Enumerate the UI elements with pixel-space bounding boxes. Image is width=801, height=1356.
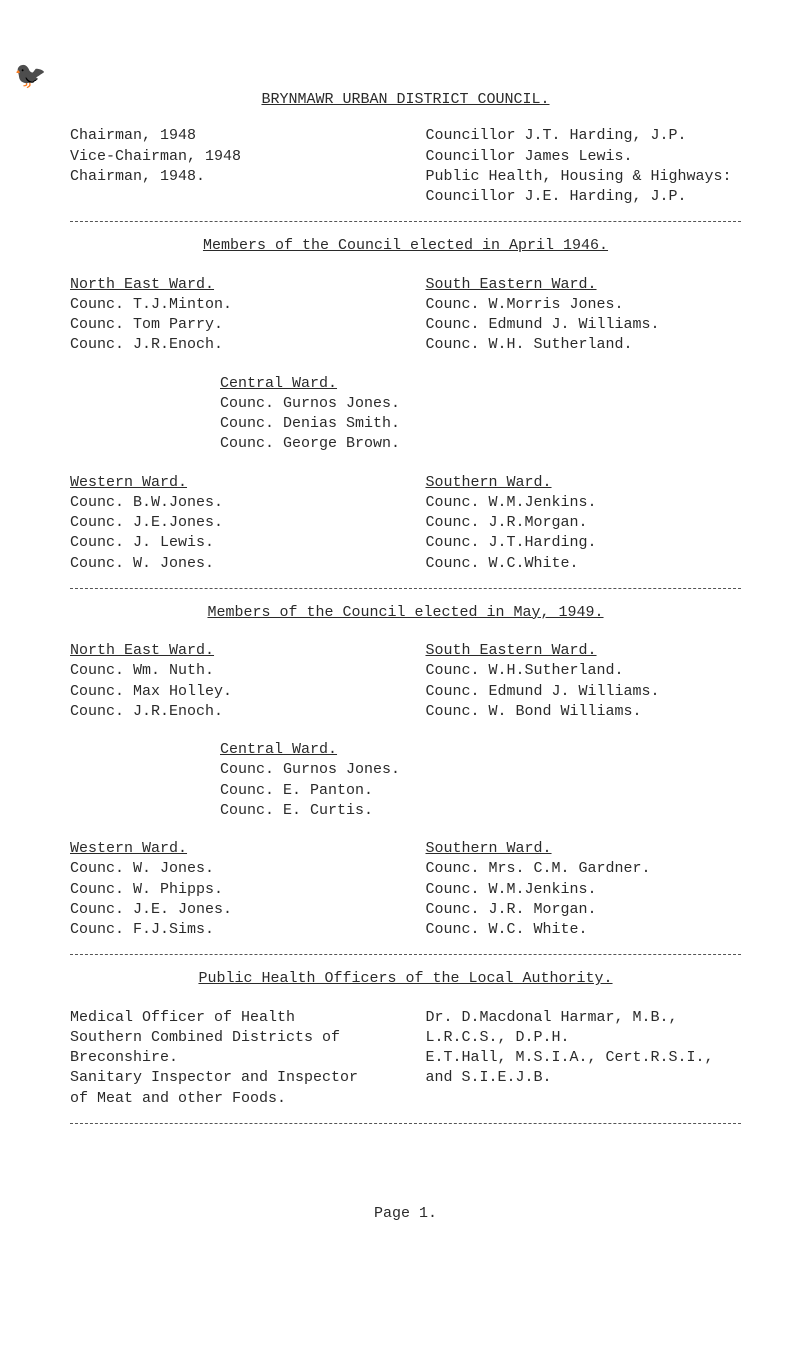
ward-item: Counc. W.Morris Jones. — [426, 295, 742, 315]
divider — [70, 954, 741, 955]
ward-item: Counc. W. Phipps. — [70, 880, 386, 900]
ward-item: Counc. Mrs. C.M. Gardner. — [426, 859, 742, 879]
southern-ward-1946: Southern Ward. Counc. W.M.Jenkins. Counc… — [426, 473, 742, 574]
north-east-ward: North East Ward. Counc. T.J.Minton. Coun… — [70, 275, 386, 356]
officer-line: Dr. D.Macdonal Harmar, M.B., — [426, 1008, 742, 1028]
ward-item: Counc. J.R.Morgan. — [426, 513, 742, 533]
ward-item: Counc. W.C.White. — [426, 554, 742, 574]
ward-item: Counc. J.R.Enoch. — [70, 335, 386, 355]
divider — [70, 221, 741, 222]
ward-item: Counc. W.H. Sutherland. — [426, 335, 742, 355]
officer-line: Medical Officer of Health — [70, 1008, 386, 1028]
heading-text: Members of the Council elected in April … — [203, 237, 608, 254]
chair-line: Councillor J.E. Harding, J.P. — [426, 187, 742, 207]
ward-heading: Southern Ward. — [426, 839, 742, 859]
south-eastern-ward: South Eastern Ward. Counc. W.Morris Jone… — [426, 275, 742, 356]
chair-line: Vice-Chairman, 1948 — [70, 147, 386, 167]
officer-line: L.R.C.S., D.P.H. — [426, 1028, 742, 1048]
ward-item: Counc. W.C. White. — [426, 920, 742, 940]
ward-heading: North East Ward. — [70, 275, 386, 295]
ward-item: Counc. T.J.Minton. — [70, 295, 386, 315]
heading-text: Members of the Council elected in May, 1… — [207, 604, 603, 621]
page-title: BRYNMAWR URBAN DISTRICT COUNCIL. — [70, 90, 741, 110]
officers-heading: Public Health Officers of the Local Auth… — [70, 969, 741, 989]
ward-item: Counc. Tom Parry. — [70, 315, 386, 335]
chair-line: Chairman, 1948. — [70, 167, 386, 187]
chairman-right: Councillor J.T. Harding, J.P. Councillor… — [426, 126, 742, 207]
ward-item: Counc. Gurnos Jones. — [220, 760, 741, 780]
ward-item: Counc. W.H.Sutherland. — [426, 661, 742, 681]
officer-line: E.T.Hall, M.S.I.A., Cert.R.S.I., — [426, 1048, 742, 1068]
heading-text: Public Health Officers of the Local Auth… — [198, 970, 612, 987]
chairman-block: Chairman, 1948 Vice-Chairman, 1948 Chair… — [70, 126, 741, 207]
ward-item: Counc. J.R. Morgan. — [426, 900, 742, 920]
ward-item: Counc. Denias Smith. — [220, 414, 741, 434]
ward-heading: South Eastern Ward. — [426, 275, 742, 295]
ward-item: Counc. J. Lewis. — [70, 533, 386, 553]
ward-item: Counc. Gurnos Jones. — [220, 394, 741, 414]
chair-line: Councillor James Lewis. — [426, 147, 742, 167]
title-text: BRYNMAWR URBAN DISTRICT COUNCIL. — [261, 91, 549, 108]
ward-item: Counc. B.W.Jones. — [70, 493, 386, 513]
western-ward-1949: Western Ward. Counc. W. Jones. Counc. W.… — [70, 839, 386, 940]
ward-heading: Central Ward. — [220, 740, 741, 760]
wards-row-2: Western Ward. Counc. B.W.Jones. Counc. J… — [70, 473, 741, 574]
officer-line: Southern Combined Districts of — [70, 1028, 386, 1048]
ward-item: Counc. W. Jones. — [70, 554, 386, 574]
chair-line: Chairman, 1948 — [70, 126, 386, 146]
ward-heading: South Eastern Ward. — [426, 641, 742, 661]
chair-line: Councillor J.T. Harding, J.P. — [426, 126, 742, 146]
ward-item: Counc. E. Curtis. — [220, 801, 741, 821]
ward-heading: Western Ward. — [70, 839, 386, 859]
south-eastern-ward-49: South Eastern Ward. Counc. W.H.Sutherlan… — [426, 641, 742, 722]
ward-item: Counc. W. Bond Williams. — [426, 702, 742, 722]
ward-item: Counc. J.E.Jones. — [70, 513, 386, 533]
ink-mark: 🐦‍⬛ — [14, 60, 46, 95]
ward-item: Counc. Max Holley. — [70, 682, 386, 702]
ward-item: Counc. F.J.Sims. — [70, 920, 386, 940]
members-1946-heading: Members of the Council elected in April … — [70, 236, 741, 256]
ward-item: Counc. Edmund J. Williams. — [426, 682, 742, 702]
chairman-left: Chairman, 1948 Vice-Chairman, 1948 Chair… — [70, 126, 386, 207]
southern-ward-1949: Southern Ward. Counc. Mrs. C.M. Gardner.… — [426, 839, 742, 940]
ward-item: Counc. W.M.Jenkins. — [426, 880, 742, 900]
ward-heading: North East Ward. — [70, 641, 386, 661]
central-ward-1946: Central Ward. Counc. Gurnos Jones. Counc… — [70, 374, 741, 455]
divider — [70, 1123, 741, 1124]
document-page: 🐦‍⬛ BRYNMAWR URBAN DISTRICT COUNCIL. Cha… — [0, 0, 801, 1356]
wards-row-1: North East Ward. Counc. T.J.Minton. Coun… — [70, 275, 741, 356]
ward-item: Counc. E. Panton. — [220, 781, 741, 801]
ward-item: Counc. W. Jones. — [70, 859, 386, 879]
wards-row-3: North East Ward. Counc. Wm. Nuth. Counc.… — [70, 641, 741, 722]
ward-item: Counc. Wm. Nuth. — [70, 661, 386, 681]
officers-left: Medical Officer of Health Southern Combi… — [70, 1008, 386, 1109]
divider — [70, 588, 741, 589]
central-ward-1949: Central Ward. Counc. Gurnos Jones. Counc… — [70, 740, 741, 821]
ward-item: Counc. J.T.Harding. — [426, 533, 742, 553]
officer-line: of Meat and other Foods. — [70, 1089, 386, 1109]
north-east-ward-49: North East Ward. Counc. Wm. Nuth. Counc.… — [70, 641, 386, 722]
ward-heading: Central Ward. — [220, 374, 741, 394]
page-number: Page 1. — [70, 1204, 741, 1224]
ward-item: Counc. J.E. Jones. — [70, 900, 386, 920]
western-ward-1946: Western Ward. Counc. B.W.Jones. Counc. J… — [70, 473, 386, 574]
chair-line: Public Health, Housing & Highways: — [426, 167, 742, 187]
members-1949-heading: Members of the Council elected in May, 1… — [70, 603, 741, 623]
ward-heading: Western Ward. — [70, 473, 386, 493]
officers-right: Dr. D.Macdonal Harmar, M.B., L.R.C.S., D… — [426, 1008, 742, 1109]
ward-item: Counc. J.R.Enoch. — [70, 702, 386, 722]
officers-block: Medical Officer of Health Southern Combi… — [70, 1008, 741, 1109]
ward-item: Counc. George Brown. — [220, 434, 741, 454]
officer-line: Breconshire. — [70, 1048, 386, 1068]
officer-line: Sanitary Inspector and Inspector — [70, 1068, 386, 1088]
officer-line: and S.I.E.J.B. — [426, 1068, 742, 1088]
ward-item: Counc. W.M.Jenkins. — [426, 493, 742, 513]
ward-item: Counc. Edmund J. Williams. — [426, 315, 742, 335]
ward-heading: Southern Ward. — [426, 473, 742, 493]
wards-row-4: Western Ward. Counc. W. Jones. Counc. W.… — [70, 839, 741, 940]
